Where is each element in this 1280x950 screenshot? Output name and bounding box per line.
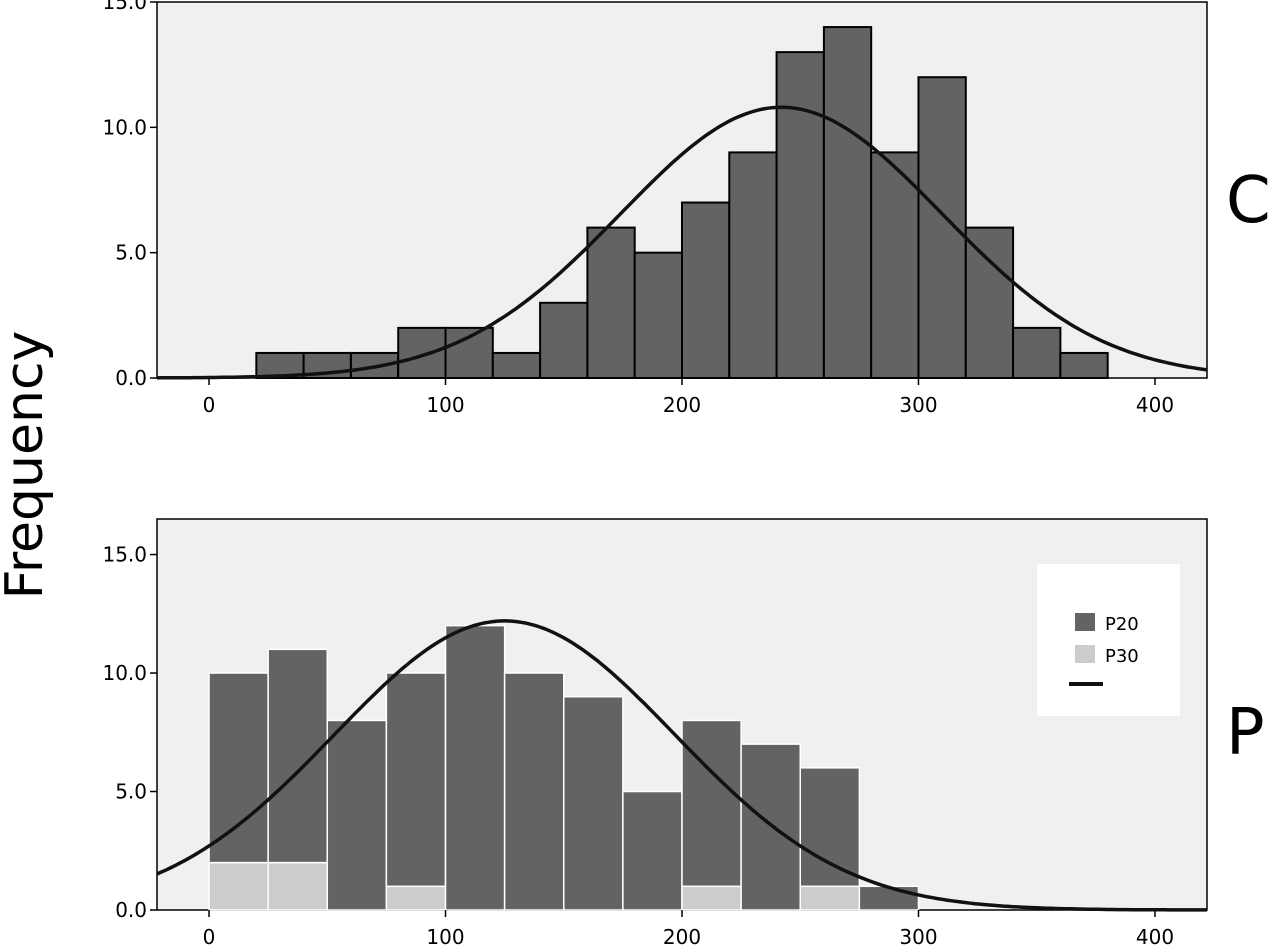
- histogram-bar: [1059, 351, 1109, 379]
- histogram-bar-p20: [622, 790, 683, 911]
- x-tick-label: 400: [1136, 393, 1174, 417]
- histogram-bar-p30: [267, 861, 329, 911]
- legend-box: [1037, 564, 1180, 716]
- legend-label-p20: P20: [1105, 614, 1139, 635]
- histogram-bar: [681, 201, 731, 379]
- legend-swatch-p30: [1075, 645, 1095, 663]
- histogram-bar: [633, 251, 683, 380]
- x-tick-label: 300: [899, 393, 937, 417]
- y-tick-label: 0.0: [115, 898, 147, 922]
- histogram-bar: [539, 301, 589, 379]
- histogram-bar: [1012, 326, 1062, 380]
- histogram-bar-p20: [444, 624, 506, 911]
- x-tick-label: 100: [426, 925, 464, 949]
- legend-swatch-p20: [1075, 613, 1095, 631]
- histogram-bar-p20: [681, 719, 742, 888]
- x-tick-label: 0: [203, 393, 216, 417]
- x-tick-label: 400: [1136, 925, 1174, 949]
- panel-label: C: [1226, 164, 1271, 238]
- histogram-panel-p: 0 100 200 300 400 0.0 5.0 10.0 15.0 P P20 P30: [102, 518, 1265, 949]
- x-tick-label: 200: [663, 925, 701, 949]
- x-tick-label: 0: [203, 925, 216, 949]
- legend-label-p30: P30: [1105, 646, 1139, 667]
- panel-label: P: [1226, 696, 1265, 770]
- histogram-panel-c: 0 100 200 300 400 0.0 5.0 10.0 15.0 C: [102, 0, 1270, 417]
- histogram-bar-p20: [503, 672, 565, 911]
- histogram-bar: [822, 26, 873, 379]
- normal-curve: [156, 105, 1208, 380]
- histogram-bar-p30: [799, 885, 861, 911]
- y-tick-label: 15.0: [102, 543, 147, 567]
- histogram-bar-p20: [267, 648, 329, 864]
- normal-curve: [156, 619, 1207, 912]
- y-tick-label: 5.0: [115, 241, 147, 265]
- histogram-bar-p20: [208, 672, 269, 864]
- histogram-bar: [302, 351, 352, 379]
- histogram-bar: [397, 326, 447, 380]
- legend: P20 P30: [1037, 564, 1180, 716]
- histogram-bar-p30: [385, 885, 447, 911]
- x-tick-label: 200: [663, 393, 701, 417]
- histogram-bar: [728, 151, 778, 379]
- histogram-bar-p20: [326, 719, 388, 911]
- histogram-bar: [491, 351, 542, 379]
- histogram-bar: [870, 151, 920, 379]
- histogram-bar: [444, 326, 494, 380]
- histogram-bar: [586, 226, 636, 379]
- y-tick-label: 10.0: [102, 115, 147, 139]
- histogram-bar: [775, 51, 825, 380]
- y-tick-label: 5.0: [115, 780, 147, 804]
- histogram-bar-p30: [208, 861, 269, 911]
- histogram-bar-p30: [681, 885, 742, 911]
- histogram-bar: [255, 351, 305, 379]
- histogram-bar-p20: [385, 672, 447, 888]
- histogram-bar-p20: [563, 695, 624, 911]
- x-tick-label: 300: [899, 925, 937, 949]
- histogram-bar-p20: [799, 767, 861, 888]
- histogram-bar: [964, 226, 1015, 379]
- x-tick-label: 100: [426, 393, 464, 417]
- y-tick-label: 15.0: [102, 0, 147, 14]
- histogram-bar: [917, 76, 967, 379]
- y-axis-label: Frequency: [0, 331, 55, 600]
- histogram-bar-p20: [858, 885, 920, 911]
- histogram-bar-p20: [740, 743, 801, 911]
- y-tick-label: 0.0: [115, 366, 147, 390]
- y-tick-label: 10.0: [102, 661, 147, 685]
